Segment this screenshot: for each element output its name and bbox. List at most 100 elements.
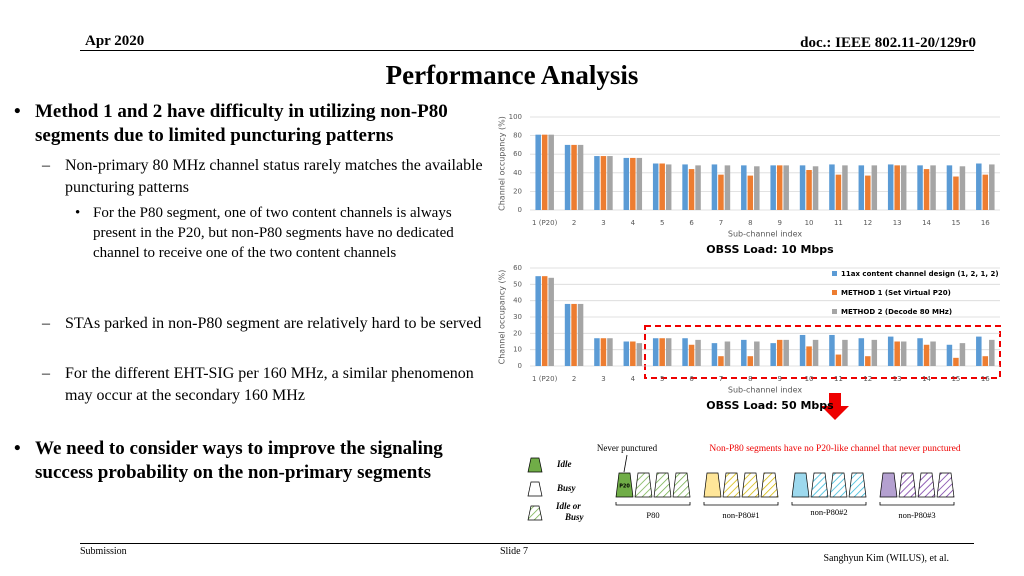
bracket [879,502,955,506]
bracket [615,502,691,506]
diagram-legend: Busy [556,483,577,493]
note: Non-P80 segments have no P20-like channe… [709,444,960,454]
y-tick-label: 60 [513,150,522,158]
bar [953,176,959,210]
x-tick-label: 12 [863,375,872,383]
highlight-box [644,325,1001,379]
bar [718,356,724,366]
channel [672,472,691,498]
legend-shape [527,505,543,521]
y-tick-label: 40 [513,297,522,305]
bar [600,338,607,366]
x-axis-label: Sub-channel index [728,386,802,395]
bar [871,165,878,210]
x-tick-label: 14 [922,219,931,227]
footer-center: Slide 7 [500,546,529,557]
channel [703,472,722,498]
x-tick-label: 5 [660,375,664,383]
x-tick-label: 3 [601,375,605,383]
bar [776,339,783,366]
bar [636,157,643,210]
bar [858,338,865,366]
bar [894,341,900,366]
bar [989,339,995,366]
y-tick-label: 50 [513,280,522,288]
bar [976,336,982,366]
x-tick-label: 13 [893,375,902,383]
bar [623,341,630,366]
bar [812,339,819,366]
bar [747,356,754,366]
x-tick-label: 5 [660,219,664,227]
channel [917,472,936,498]
bar [659,163,665,210]
bar [900,341,907,366]
bar [842,165,848,210]
bar [665,338,672,366]
bar [806,170,812,210]
bar [652,163,659,210]
bar [682,164,688,210]
diagram-legend: Idle or Busy [555,501,585,522]
y-tick-label: 80 [513,132,522,140]
legend-label: METHOD 2 (Decode 80 MHz) [841,308,952,316]
bar [946,165,953,210]
bar [887,164,894,210]
bar [564,303,571,366]
channel [848,472,867,498]
bar [577,303,584,366]
bar [636,343,643,366]
header-rule [80,50,974,51]
bar [724,341,731,366]
bar [959,343,966,366]
p20-label: P20 [619,484,630,490]
bar [711,343,718,366]
x-tick-label: 9 [777,219,781,227]
legend-label: METHOD 1 (Set Virtual P20) [841,289,951,297]
bar [770,343,776,366]
footer-right: Sanghyun Kim (WILUS), et al. [823,553,949,564]
bar [541,276,548,366]
bracket [791,502,867,506]
x-tick-label: 16 [981,219,990,227]
x-axis-label: Sub-channel index [728,230,802,239]
bar [917,338,923,366]
bar [989,164,995,210]
channel [653,472,672,498]
bar [783,165,789,210]
x-tick-label: 14 [922,375,931,383]
bar [842,339,848,366]
x-tick-label: 7 [719,219,723,227]
bullet: We need to consider ways to improve the … [14,437,495,485]
diagram-legend: Idle [556,459,572,469]
bar [548,134,554,210]
bar [835,174,842,210]
channel [741,472,760,498]
never-punctured: Never punctured [597,443,658,453]
bar [776,165,783,210]
bar [894,165,900,210]
bar [688,344,695,366]
channel [791,472,810,498]
x-tick-label: 12 [863,219,872,227]
bar [688,169,695,210]
x-tick-label: 11 [834,375,843,383]
legend-swatch [832,309,837,314]
bar [930,165,936,210]
bar [976,163,982,210]
bar [659,338,665,366]
bar [930,341,936,366]
channel [615,472,634,498]
legend-shape [527,481,543,497]
channel [898,472,917,498]
bar [799,165,806,210]
bar [718,174,724,210]
bar [652,338,659,366]
channel [760,472,779,498]
y-tick-label: 10 [513,346,522,354]
bar [607,338,613,366]
y-tick-label: 100 [509,113,522,121]
x-tick-label: 6 [689,219,694,227]
segment-label: P80 [646,510,659,520]
legend-swatch [832,290,837,295]
